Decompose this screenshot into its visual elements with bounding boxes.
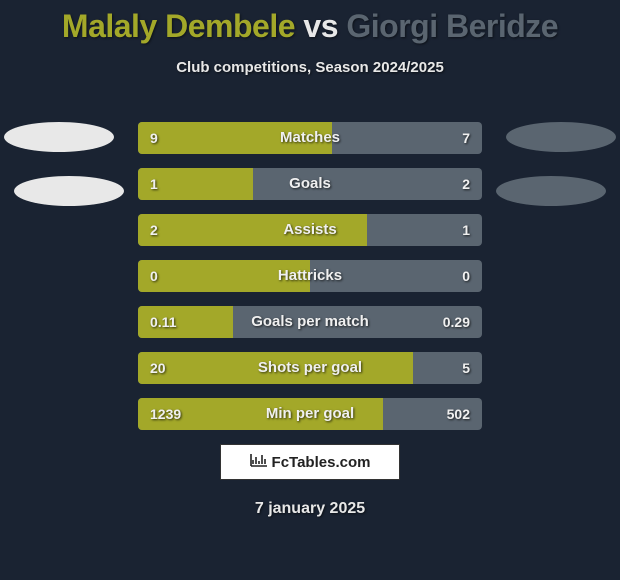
date-text: 7 january 2025 <box>0 500 620 518</box>
stat-right-value: 2 <box>462 168 470 200</box>
stat-row: 2Assists1 <box>138 214 482 246</box>
stat-label: Goals per match <box>138 306 482 338</box>
stat-row: 1Goals2 <box>138 168 482 200</box>
stat-right-value: 7 <box>462 122 470 154</box>
chart-icon <box>250 453 268 472</box>
stat-label: Goals <box>138 168 482 200</box>
stat-right-value: 0 <box>462 260 470 292</box>
player2-name: Giorgi Beridze <box>346 8 558 44</box>
stat-row: 9Matches7 <box>138 122 482 154</box>
player1-name: Malaly Dembele <box>62 8 295 44</box>
stat-label: Assists <box>138 214 482 246</box>
stat-row: 0.11Goals per match0.29 <box>138 306 482 338</box>
stat-right-value: 1 <box>462 214 470 246</box>
player1-badge-2 <box>14 176 124 206</box>
stat-label: Min per goal <box>138 398 482 430</box>
page-title: Malaly Dembele vs Giorgi Beridze <box>0 0 620 45</box>
stats-bars: 9Matches71Goals22Assists10Hattricks00.11… <box>138 122 482 444</box>
stat-right-value: 502 <box>447 398 470 430</box>
stat-right-value: 5 <box>462 352 470 384</box>
player2-badge-2 <box>496 176 606 206</box>
stat-row: 1239Min per goal502 <box>138 398 482 430</box>
stat-label: Matches <box>138 122 482 154</box>
stat-right-value: 0.29 <box>443 306 470 338</box>
stat-label: Hattricks <box>138 260 482 292</box>
subtitle: Club competitions, Season 2024/2025 <box>0 59 620 76</box>
vs-text: vs <box>303 8 338 44</box>
logo-text: FcTables.com <box>272 454 371 471</box>
player2-badge-1 <box>506 122 616 152</box>
stat-label: Shots per goal <box>138 352 482 384</box>
stat-row: 20Shots per goal5 <box>138 352 482 384</box>
stat-row: 0Hattricks0 <box>138 260 482 292</box>
fctables-logo[interactable]: FcTables.com <box>220 444 400 480</box>
player1-badge-1 <box>4 122 114 152</box>
